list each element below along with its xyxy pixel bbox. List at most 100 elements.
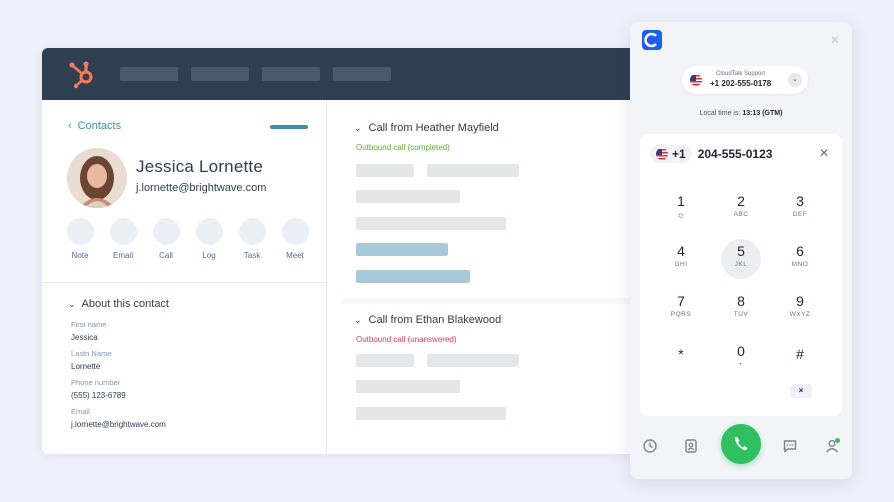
action-note-button[interactable]: Note	[60, 218, 100, 260]
key-digit: 1	[677, 193, 685, 209]
contact-name: Jessica Lornette	[136, 157, 263, 176]
key-digit: *	[678, 346, 684, 362]
action-label: Call	[159, 251, 173, 260]
chevron-down-icon: ⌄	[354, 314, 362, 325]
field-last-name: Lastn Name Lornette	[71, 349, 111, 371]
chevron-down-icon: ⌄	[68, 298, 76, 309]
action-email-button[interactable]: Email	[103, 218, 143, 260]
history-icon[interactable]	[642, 438, 658, 454]
action-task-button[interactable]: Task	[232, 218, 272, 260]
caller-id-selector[interactable]: CloudTalk Support +1 202-555-0178 ⌄	[682, 66, 808, 94]
action-log-button[interactable]: Log	[189, 218, 229, 260]
nav-tab-placeholder[interactable]	[262, 67, 320, 81]
phone-icon	[735, 437, 748, 451]
action-label: Meet	[286, 251, 304, 260]
about-section-toggle[interactable]: ⌄ About this contact	[68, 298, 169, 310]
user-status-icon[interactable]	[824, 438, 840, 454]
field-value: Lornette	[71, 362, 101, 371]
key-letters: ABC	[733, 211, 749, 218]
key-9[interactable]: 9 WXYZ	[780, 289, 820, 329]
us-flag-icon	[656, 148, 668, 160]
placeholder-line	[427, 164, 519, 177]
crm-top-bar	[42, 48, 642, 100]
voicemail-icon: ⌭	[677, 211, 685, 220]
action-label: Note	[71, 251, 89, 260]
key-3[interactable]: 3 DEF	[780, 189, 820, 229]
local-time-label: Local time is:	[699, 110, 741, 117]
nav-tab-placeholder[interactable]	[191, 67, 249, 81]
key-letters: WXYZ	[789, 311, 811, 318]
key-4[interactable]: 4 GHI	[661, 239, 701, 279]
key-digit: 6	[796, 243, 804, 259]
call-card-toggle[interactable]: ⌄ Call from Heather Mayfield	[354, 122, 499, 134]
action-call-button[interactable]: Call	[146, 218, 186, 260]
back-to-contacts-link[interactable]: ‹ Contacts	[68, 120, 121, 132]
placeholder-line	[356, 270, 470, 283]
nav-tab-placeholder[interactable]	[333, 67, 391, 81]
field-value: j.lornette@brightwave.com	[71, 420, 166, 429]
key-digit: 4	[677, 243, 685, 259]
back-label: Contacts	[77, 120, 122, 132]
call-card: ⌄ Call from Heather Mayfield Outbound ca…	[342, 112, 642, 298]
country-code: +1	[672, 147, 686, 161]
field-phone: Phone number (555) 123-6789	[71, 378, 126, 400]
key-8[interactable]: 8 TUV	[721, 289, 761, 329]
key-letters: MNO	[791, 261, 809, 268]
close-icon[interactable]: ✕	[830, 33, 841, 47]
key-2[interactable]: 2 ABC	[721, 189, 761, 229]
dial-input[interactable]: +1 204-555-0123	[650, 144, 772, 164]
key-7[interactable]: 7 PQRS	[661, 289, 701, 329]
call-card-toggle[interactable]: ⌄ Call from Ethan Blakewood	[354, 314, 501, 326]
placeholder-line	[427, 354, 519, 367]
field-value: Jessica	[71, 333, 98, 342]
action-label: Task	[243, 251, 261, 260]
contacts-book-icon[interactable]	[683, 438, 699, 454]
cloudtalk-dialer: ✕ CloudTalk Support +1 202-555-0178 ⌄ Lo…	[630, 22, 852, 479]
clear-number-icon[interactable]: ✕	[819, 146, 830, 160]
call-button[interactable]	[721, 424, 761, 464]
call-status: Outbound call (unanswered)	[356, 335, 457, 344]
placeholder-line	[356, 164, 414, 177]
placeholder-line	[356, 243, 448, 256]
key-letters: JKL	[734, 261, 748, 268]
field-label: Phone number	[71, 378, 121, 387]
crm-window: ‹ Contacts Jessica Lornette j.lornette@b…	[42, 48, 642, 454]
key-hash[interactable]: #	[780, 342, 820, 382]
key-digit: 5	[737, 243, 745, 259]
field-value: (555) 123-6789	[71, 391, 126, 400]
online-status-dot	[835, 438, 840, 443]
placeholder-line	[356, 380, 460, 393]
country-selector[interactable]: +1	[650, 145, 692, 163]
field-label: Email	[71, 407, 90, 416]
cloudtalk-logo-icon	[642, 30, 662, 50]
hubspot-logo-icon[interactable]	[66, 58, 98, 90]
key-5[interactable]: 5 JKL	[721, 239, 761, 279]
key-star[interactable]: *	[661, 342, 701, 382]
activity-panel: ⌄ Call from Heather Mayfield Outbound ca…	[342, 112, 642, 454]
key-6[interactable]: 6 MNO	[780, 239, 820, 279]
field-label: First name	[71, 320, 107, 329]
key-digit: #	[796, 346, 804, 362]
accent-bar	[270, 125, 308, 129]
field-first-name: First name Jessica	[71, 320, 106, 342]
key-digit: 2	[737, 193, 745, 209]
placeholder-line	[356, 354, 414, 367]
call-title: Call from Ethan Blakewood	[368, 314, 502, 326]
key-letters: TUV	[733, 311, 749, 318]
placeholder-line	[356, 407, 506, 420]
contact-email: j.lornette@brightwave.com	[136, 182, 267, 194]
action-meet-button[interactable]: Meet	[275, 218, 315, 260]
key-digit: 3	[796, 193, 804, 209]
chat-icon[interactable]	[782, 438, 798, 454]
key-1[interactable]: 1 ⌭	[661, 189, 701, 229]
placeholder-line	[356, 190, 460, 203]
about-title: About this contact	[81, 298, 169, 310]
backspace-icon[interactable]: ×	[790, 384, 812, 398]
key-digit: 7	[677, 293, 685, 309]
action-label: Log	[202, 251, 216, 260]
nav-tab-placeholder[interactable]	[120, 67, 178, 81]
chevron-down-icon: ⌄	[354, 122, 362, 133]
call-status: Outbound call (completed)	[356, 143, 450, 152]
chevron-down-icon: ⌄	[788, 73, 802, 87]
key-0[interactable]: 0 +	[721, 339, 761, 379]
